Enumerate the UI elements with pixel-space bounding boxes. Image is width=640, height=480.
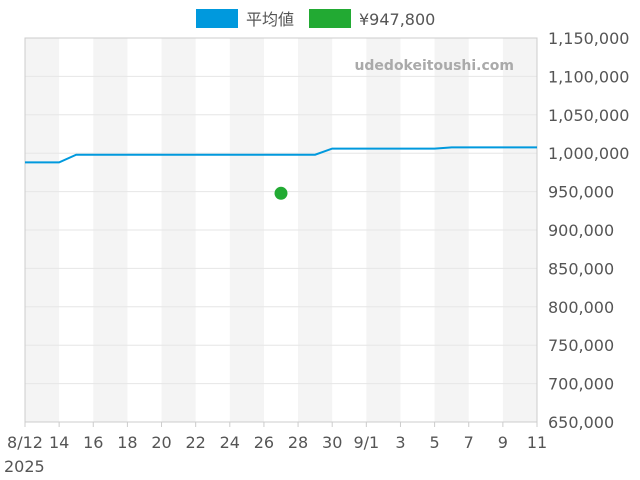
x-tick-label: 24: [220, 433, 240, 452]
plot-frame: [24, 37, 538, 423]
x-tick-label: 11: [527, 433, 547, 452]
watermark: udedokeitoushi.com: [354, 58, 514, 74]
x-tick-label: 7: [464, 433, 474, 452]
y-tick-label: 750,000: [548, 336, 614, 355]
series-line-average: [25, 146, 537, 164]
legend-label-average: 平均値: [246, 10, 294, 29]
series-layer: [25, 146, 537, 200]
x-tick-label: 3: [395, 433, 405, 452]
legend-swatch-average: [196, 9, 238, 28]
y-tick-label: 1,100,000: [548, 67, 629, 86]
x-tick-label: 5: [430, 433, 440, 452]
y-tick-label: 800,000: [548, 298, 614, 317]
y-tick-label: 850,000: [548, 259, 614, 278]
legend-label-price: ¥947,800: [359, 10, 435, 29]
x-tick-label: 30: [322, 433, 342, 452]
data-point-price: [274, 186, 288, 200]
x-tick-label: 9: [498, 433, 508, 452]
y-tick-label: 700,000: [548, 375, 614, 394]
x-axis: 8/12 14 16 18 20 22 24 26 28 30 9/1 3 5 7 9 11: [7, 422, 547, 452]
y-tick-label: 650,000: [548, 413, 614, 432]
x-tick-label: 8/12: [7, 433, 43, 452]
x-tick-label: 28: [288, 433, 308, 452]
y-axis: 650,000 700,000 750,000 800,000 850,000 900,0…: [548, 29, 629, 432]
x-tick-label: 22: [185, 433, 205, 452]
legend-swatch-price: [309, 9, 351, 28]
y-tick-label: 1,000,000: [548, 144, 629, 163]
y-tick-label: 1,050,000: [548, 106, 629, 125]
y-tick-label: 900,000: [548, 221, 614, 240]
x-tick-label: 14: [49, 433, 69, 452]
x-tick-label: 16: [83, 433, 103, 452]
x-tick-label: 9/1: [353, 433, 379, 452]
y-tick-label: 950,000: [548, 183, 614, 202]
x-tick-label: 26: [254, 433, 274, 452]
x-tick-label: 20: [151, 433, 171, 452]
x-axis-year-label: 2025: [4, 457, 45, 476]
y-tick-label: 1,150,000: [548, 29, 629, 48]
x-tick-label: 18: [117, 433, 137, 452]
legend: 平均値 ¥947,800: [196, 9, 435, 29]
